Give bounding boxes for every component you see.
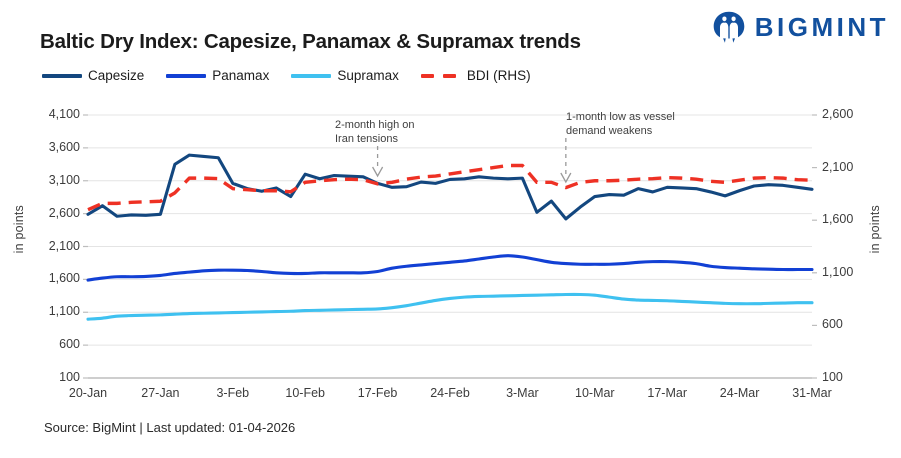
y-axis-tick-label-right: 1,600 bbox=[822, 212, 854, 227]
y-axis-tick-label-left: 600 bbox=[59, 337, 80, 352]
source-note: Source: BigMint | Last updated: 01-04-20… bbox=[44, 420, 296, 435]
y-axis-tick-label-left: 4,100 bbox=[48, 107, 80, 121]
x-axis-tick-label: 24-Mar bbox=[719, 386, 760, 400]
legend-label: Capesize bbox=[88, 68, 145, 83]
series-line-panamax bbox=[86, 254, 814, 282]
bigmint-logo-icon bbox=[713, 11, 745, 43]
brand-logo: BIGMINT bbox=[712, 10, 889, 44]
y-axis-tick-label-left: 2,600 bbox=[48, 205, 80, 220]
x-axis-tick-label: 3-Mar bbox=[506, 386, 539, 400]
legend-label: Panamax bbox=[212, 68, 270, 83]
y-axis-tick-label-right: 2,600 bbox=[822, 107, 854, 121]
y-axis-tick-label-left: 3,100 bbox=[48, 172, 80, 187]
y-axis-tick-label-left: 100 bbox=[59, 370, 80, 384]
annotation-iran-tensions-arrowhead bbox=[372, 166, 384, 178]
annotation-demand-weakens-arrowhead bbox=[560, 172, 572, 184]
y-axis-tick-label-right: 2,100 bbox=[822, 159, 854, 174]
x-axis-tick-label: 27-Jan bbox=[141, 386, 180, 400]
legend-item-capesize[interactable]: Capesize bbox=[42, 68, 144, 83]
y-axis-tick-label-right: 1,100 bbox=[822, 264, 854, 279]
annotation-demand-weakens-line-1: 1-month low as vessel bbox=[566, 111, 675, 123]
annotation-iran-tensions-line-1: 2-month high on bbox=[335, 119, 415, 131]
annotation-iran-tensions-line-2: Iran tensions bbox=[335, 133, 398, 146]
y-axis-tick-label-right: 100 bbox=[822, 370, 843, 384]
x-axis-tick-label: 24-Feb bbox=[430, 386, 470, 400]
y-axis-title-right: in points bbox=[868, 205, 882, 254]
page-title: Baltic Dry Index: Capesize, Panamax & Su… bbox=[40, 30, 581, 53]
annotation-demand-weakens: 1-month low as vessel demand weakens bbox=[566, 110, 675, 139]
legend-label: Supramax bbox=[337, 68, 399, 83]
x-axis-tick-label: 3-Feb bbox=[216, 386, 250, 400]
legend-swatch-solid bbox=[42, 73, 82, 78]
x-axis-tick-label: 20-Jan bbox=[68, 386, 108, 400]
legend-swatch-dashed bbox=[420, 73, 461, 78]
series-line-capesize bbox=[86, 153, 814, 221]
x-axis-tick-label: 10-Feb bbox=[285, 386, 325, 400]
x-axis-tick-label: 17-Feb bbox=[357, 386, 398, 400]
legend-item-panamax[interactable]: Panamax bbox=[166, 68, 269, 83]
series-line-supramax bbox=[86, 292, 814, 321]
y-axis-tick-label-left: 3,600 bbox=[48, 139, 80, 154]
y-axis-title-left: in points bbox=[12, 205, 26, 254]
x-axis-tick-label: 17-Mar bbox=[647, 386, 687, 400]
chart-legend: Capesize Panamax Supramax BDI (RHS) bbox=[42, 68, 531, 83]
legend-swatch-solid bbox=[166, 73, 207, 78]
brand-name: BIGMINT bbox=[754, 12, 889, 42]
y-axis-tick-label-right: 600 bbox=[822, 317, 843, 332]
series-line-bdi-rhs bbox=[87, 163, 813, 212]
legend-item-bdi-rhs[interactable]: BDI (RHS) bbox=[420, 68, 531, 83]
legend-label: BDI (RHS) bbox=[466, 68, 531, 83]
y-axis-tick-label-left: 1,100 bbox=[48, 304, 80, 319]
x-axis-tick-label: 10-Mar bbox=[575, 386, 615, 400]
y-axis-tick-label-left: 2,100 bbox=[48, 238, 80, 253]
annotation-demand-weakens-line-2: demand weakens bbox=[566, 125, 653, 138]
legend-item-supramax[interactable]: Supramax bbox=[291, 68, 399, 83]
y-axis-tick-label-left: 1,600 bbox=[48, 271, 80, 286]
legend-swatch-solid bbox=[291, 73, 332, 78]
annotation-iran-tensions: 2-month high on Iran tensions bbox=[335, 118, 415, 147]
x-axis-tick-label: 31-Mar bbox=[792, 386, 832, 400]
